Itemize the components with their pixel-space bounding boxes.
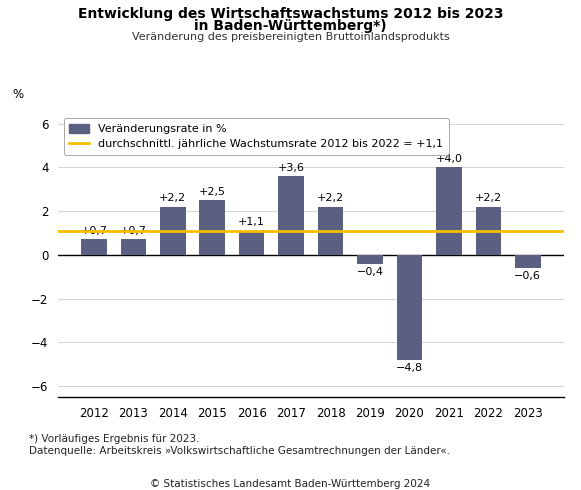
Text: Entwicklung des Wirtschaftswachstums 2012 bis 2023: Entwicklung des Wirtschaftswachstums 201… bbox=[78, 7, 503, 22]
Text: +4,0: +4,0 bbox=[435, 154, 462, 164]
Text: +2,2: +2,2 bbox=[475, 194, 502, 203]
Bar bbox=[515, 255, 540, 268]
Text: © Statistisches Landesamt Baden-Württemberg 2024: © Statistisches Landesamt Baden-Württemb… bbox=[150, 479, 431, 489]
Text: −0,6: −0,6 bbox=[514, 271, 541, 281]
Bar bbox=[199, 200, 225, 255]
Bar bbox=[475, 207, 501, 255]
Text: *) Vorläufiges Ergebnis für 2023.: *) Vorläufiges Ergebnis für 2023. bbox=[29, 434, 199, 443]
Bar bbox=[397, 255, 422, 360]
Bar bbox=[318, 207, 343, 255]
Text: +3,6: +3,6 bbox=[278, 163, 304, 173]
Text: +0,7: +0,7 bbox=[80, 226, 107, 236]
Text: +0,7: +0,7 bbox=[120, 226, 147, 236]
Text: %: % bbox=[13, 88, 24, 101]
Text: Veränderung des preisbereinigten Bruttoinlandsprodukts: Veränderung des preisbereinigten Bruttoi… bbox=[132, 32, 449, 42]
Bar bbox=[160, 207, 185, 255]
Bar bbox=[357, 255, 383, 264]
Bar bbox=[278, 176, 304, 255]
Text: +2,2: +2,2 bbox=[317, 194, 344, 203]
Bar bbox=[81, 240, 107, 255]
Text: Datenquelle: Arbeitskreis »Volkswirtschaftliche Gesamtrechnungen der Länder«.: Datenquelle: Arbeitskreis »Volkswirtscha… bbox=[29, 446, 450, 456]
Text: +2,5: +2,5 bbox=[199, 187, 226, 197]
Text: +2,2: +2,2 bbox=[159, 194, 187, 203]
Bar bbox=[239, 231, 264, 255]
Text: +1,1: +1,1 bbox=[238, 218, 265, 227]
Legend: Veränderungsrate in %, durchschnittl. jährliche Wachstumsrate 2012 bis 2022 = +1: Veränderungsrate in %, durchschnittl. jä… bbox=[64, 118, 449, 155]
Text: −0,4: −0,4 bbox=[357, 267, 383, 277]
Text: −4,8: −4,8 bbox=[396, 363, 423, 373]
Bar bbox=[120, 240, 146, 255]
Text: in Baden-Württemberg*): in Baden-Württemberg*) bbox=[194, 19, 387, 33]
Bar bbox=[436, 168, 462, 255]
